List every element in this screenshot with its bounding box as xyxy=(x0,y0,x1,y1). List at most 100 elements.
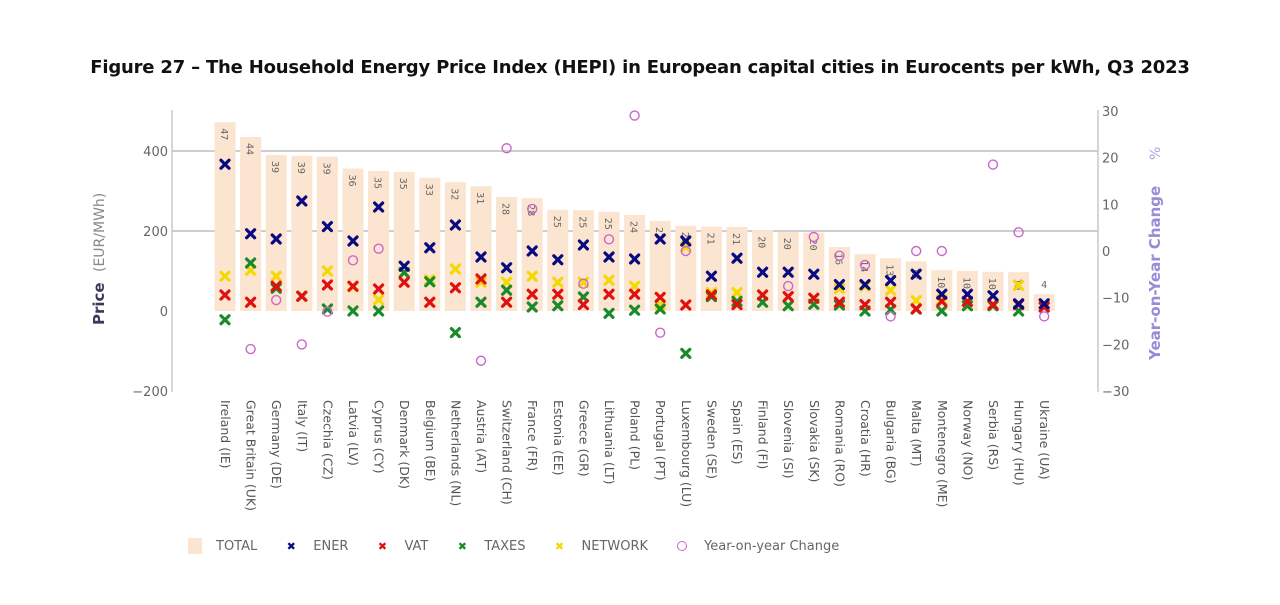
marker-yoy xyxy=(322,306,333,317)
category-label: Malta (MT) xyxy=(909,400,924,467)
marker-ener xyxy=(987,290,999,302)
marker-stroke xyxy=(910,295,922,307)
bar-label: 28 xyxy=(500,203,511,215)
marker-yoy xyxy=(834,250,845,261)
marker-network xyxy=(628,280,641,292)
y-tick-label: 200 xyxy=(143,225,168,240)
marker-ener xyxy=(1012,298,1025,310)
category-label: Cyprus (CY) xyxy=(372,400,387,474)
marker-ener xyxy=(373,201,385,213)
marker-ener xyxy=(731,252,743,264)
bar-label: 20 xyxy=(756,236,767,248)
marker-ener xyxy=(270,233,282,245)
marker-vat xyxy=(705,289,718,301)
chart-title: Figure 27 – The Household Energy Price I… xyxy=(90,57,1190,78)
marker-stroke xyxy=(373,305,385,317)
marker-ener xyxy=(347,235,359,247)
bar-total xyxy=(521,198,543,311)
marker-yoy xyxy=(296,339,307,350)
marker-ener xyxy=(526,245,538,257)
bar-label: 10 xyxy=(935,276,946,288)
marker-stroke xyxy=(884,296,897,308)
axes: −200 0 200 400 −30 −20 −10 0 10 20 30 xyxy=(132,105,1129,400)
marker-taxes xyxy=(373,305,385,317)
category-label: Norway (NO) xyxy=(960,400,975,480)
y2-tick-label: −20 xyxy=(1102,338,1129,353)
marker-stroke xyxy=(347,280,359,292)
marker-taxes xyxy=(526,301,538,313)
marker-taxes xyxy=(501,284,513,296)
bar-label: 21 xyxy=(704,233,715,245)
bar-label: 35 xyxy=(397,178,408,190)
marker-stroke xyxy=(782,300,794,312)
marker-stroke xyxy=(603,251,615,263)
bar-label: 31 xyxy=(474,192,485,204)
marker-ener xyxy=(321,221,333,233)
marker-stroke xyxy=(731,287,743,299)
marker-yoy xyxy=(527,203,538,215)
marker-stroke xyxy=(961,288,974,300)
category-label: Spain (ES) xyxy=(730,400,745,464)
marker-yoy xyxy=(859,259,871,271)
category-label: Switzerland (CH) xyxy=(500,400,515,505)
marker-taxes xyxy=(782,300,794,312)
marker-ener xyxy=(756,266,769,278)
marker-stroke xyxy=(859,299,871,311)
marker-stroke xyxy=(731,252,743,264)
category-label: Ireland (IE) xyxy=(218,400,233,469)
bar-total xyxy=(905,261,927,311)
category-label: Finland (FI) xyxy=(756,400,771,469)
marker-vat xyxy=(680,299,692,311)
legend-item: TOTAL xyxy=(188,538,257,554)
marker-stroke xyxy=(705,270,718,282)
marker-yoy xyxy=(347,255,359,266)
marker-stroke xyxy=(245,228,257,240)
y2-tick-label: −30 xyxy=(1102,385,1129,400)
marker-ener xyxy=(501,262,513,274)
category-label: Hungary (HU) xyxy=(1012,400,1027,486)
marker-stroke xyxy=(577,299,590,311)
marker-network xyxy=(1012,279,1025,291)
marker-stroke xyxy=(603,288,615,300)
marker-yoy xyxy=(245,343,256,355)
marker-stroke xyxy=(373,294,385,306)
marker-yoy xyxy=(987,159,999,170)
bar-total xyxy=(598,211,620,311)
marker-stroke xyxy=(321,221,333,233)
bar-total xyxy=(316,156,338,311)
marker-vat xyxy=(270,280,282,292)
marker-stroke xyxy=(219,158,231,170)
marker-taxes xyxy=(219,314,231,326)
marker-stroke xyxy=(526,245,538,257)
marker-stroke xyxy=(449,219,461,231)
marker-stroke xyxy=(628,304,641,316)
legend: TOTAL ✖ ENER ✖ VAT ✖ TAXES ✖ NETWORK Year-on-year… xyxy=(188,538,865,554)
marker-stroke xyxy=(270,270,282,282)
category-labels: Ireland (IE) Great Britain (UK) Germany (D… xyxy=(218,400,1052,511)
marker-stroke xyxy=(680,235,692,247)
marker-vat xyxy=(526,288,538,300)
marker-vat xyxy=(552,288,564,300)
markers xyxy=(219,110,1050,366)
bar-label: 21 xyxy=(730,233,741,245)
category-label: Luxembourg (LU) xyxy=(679,400,694,507)
bar-label: 39 xyxy=(320,163,331,175)
y2-tick-label: 20 xyxy=(1102,152,1119,167)
marker-stroke xyxy=(1012,279,1025,291)
marker-ener xyxy=(961,288,974,300)
marker-stroke xyxy=(296,195,308,207)
category-label: Latvia (LV) xyxy=(346,400,361,466)
marker-stroke xyxy=(552,254,564,266)
marker-stroke xyxy=(270,233,282,245)
marker-vat xyxy=(424,296,436,308)
marker-stroke xyxy=(526,288,538,300)
bar-label: 16 xyxy=(832,253,843,265)
legend-cross-icon: ✖ xyxy=(286,539,296,553)
marker-stroke xyxy=(321,303,333,315)
bar-label: 44 xyxy=(244,143,255,155)
legend-label: Year-on-year Change xyxy=(704,538,840,554)
category-label: Greece (GR) xyxy=(576,400,591,477)
y2-tick-label: −10 xyxy=(1102,292,1129,307)
legend-label: ENER xyxy=(313,538,349,554)
bar-total xyxy=(470,186,492,311)
